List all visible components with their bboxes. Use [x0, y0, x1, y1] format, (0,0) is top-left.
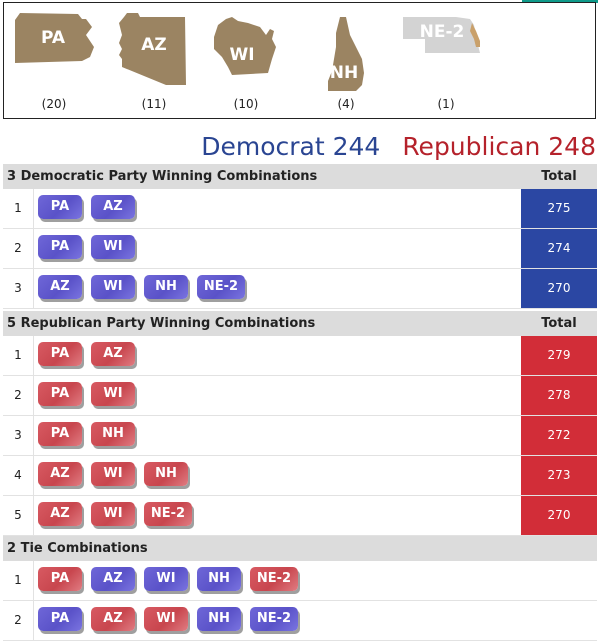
wisconsin-shape-icon — [214, 17, 276, 75]
state-chip-ne-2[interactable]: NE-2 — [250, 567, 298, 591]
state-electoral-votes: (4) — [337, 97, 355, 111]
state-chip-az[interactable]: AZ — [91, 607, 135, 631]
state-chip-pa[interactable]: PA — [38, 195, 82, 219]
state-ne-2[interactable]: NE-2 (1) — [398, 11, 498, 119]
state-chip-nh[interactable]: NH — [144, 275, 188, 299]
state-chip-pa[interactable]: PA — [38, 607, 82, 631]
new-hampshire-shape-icon — [328, 17, 364, 91]
state-chip-ne-2[interactable]: NE-2 — [197, 275, 245, 299]
state-chip-wi[interactable]: WI — [91, 502, 135, 526]
total-column-header: Total — [541, 169, 577, 184]
combination-total: 279 — [521, 336, 597, 375]
combination-row: 1 PA AZ 275 — [3, 189, 597, 229]
state-az[interactable]: AZ (11) — [110, 11, 210, 119]
combination-row: 1 PA AZ 279 — [3, 336, 597, 376]
row-number: 2 — [3, 376, 34, 415]
state-pa[interactable]: PA (20) — [12, 11, 112, 119]
row-number: 1 — [3, 336, 34, 375]
combination-total: 274 — [521, 229, 597, 268]
combination-row: 5 AZ WI NE-2 270 — [3, 496, 597, 536]
state-chip-nh[interactable]: NH — [197, 607, 241, 631]
section-title: 2 Tie Combinations — [7, 541, 148, 556]
state-nh[interactable]: NH (4) — [316, 11, 416, 119]
row-number: 2 — [3, 601, 34, 640]
state-chip-az[interactable]: AZ — [91, 567, 135, 591]
state-chip-wi[interactable]: WI — [144, 567, 188, 591]
state-chip-pa[interactable]: PA — [38, 382, 82, 406]
state-chip-az[interactable]: AZ — [91, 195, 135, 219]
republican-combinations-header: 5 Republican Party Winning Combinations … — [3, 311, 597, 336]
democrat-total: Democrat 244 — [201, 132, 381, 161]
row-number: 4 — [3, 456, 34, 495]
state-abbr: NH — [329, 63, 359, 83]
combination-total: 270 — [521, 269, 597, 308]
state-abbr: PA — [40, 28, 66, 48]
state-chip-wi[interactable]: WI — [91, 275, 135, 299]
state-electoral-votes: (1) — [437, 97, 455, 111]
democratic-combinations-header: 3 Democratic Party Winning Combinations … — [3, 164, 597, 189]
state-abbr: WI — [229, 45, 255, 65]
total-column-header: Total — [541, 316, 577, 331]
state-wi[interactable]: WI (10) — [208, 11, 308, 119]
combination-total: 272 — [521, 416, 597, 455]
nebraska-shape-icon — [403, 17, 480, 53]
section-title: 5 Republican Party Winning Combinations — [7, 316, 316, 331]
pennsylvania-shape-icon — [15, 13, 94, 63]
state-chip-az[interactable]: AZ — [38, 462, 82, 486]
state-chip-pa[interactable]: PA — [38, 235, 82, 259]
combination-row: 4 AZ WI NH 273 — [3, 456, 597, 496]
state-chip-wi[interactable]: WI — [91, 462, 135, 486]
top-accent-bar — [522, 0, 598, 3]
state-abbr: AZ — [141, 35, 167, 55]
combination-row: 1 PA AZ WI NH NE-2 — [3, 561, 597, 601]
combination-row: 3 PA NH 272 — [3, 416, 597, 456]
combination-row: 2 PA AZ WI NH NE-2 — [3, 601, 597, 641]
row-number: 3 — [3, 269, 34, 308]
state-chip-pa[interactable]: PA — [38, 422, 82, 446]
row-number: 1 — [3, 561, 34, 600]
state-chip-pa[interactable]: PA — [38, 567, 82, 591]
state-chip-wi[interactable]: WI — [144, 607, 188, 631]
state-electoral-votes: (11) — [141, 97, 167, 111]
arizona-shape-icon — [119, 13, 186, 85]
state-chip-nh[interactable]: NH — [91, 422, 135, 446]
state-chip-nh[interactable]: NH — [197, 567, 241, 591]
combination-total: 273 — [521, 456, 597, 495]
combination-row: 3 AZ WI NH NE-2 270 — [3, 269, 597, 309]
republican-total: Republican 248 — [402, 132, 596, 161]
row-number: 2 — [3, 229, 34, 268]
state-chip-wi[interactable]: WI — [91, 382, 135, 406]
state-chip-az[interactable]: AZ — [91, 342, 135, 366]
combination-row: 2 PA WI 278 — [3, 376, 597, 416]
tie-combinations-header: 2 Tie Combinations — [3, 536, 597, 561]
party-totals: Democrat 244 Republican 248 — [201, 132, 596, 161]
row-number: 3 — [3, 416, 34, 455]
state-chip-pa[interactable]: PA — [38, 342, 82, 366]
row-number: 1 — [3, 189, 34, 228]
state-chip-ne-2[interactable]: NE-2 — [144, 502, 192, 526]
combination-row: 2 PA WI 274 — [3, 229, 597, 269]
state-chip-ne-2[interactable]: NE-2 — [250, 607, 298, 631]
section-title: 3 Democratic Party Winning Combinations — [7, 169, 318, 184]
state-electoral-votes: (20) — [41, 97, 67, 111]
row-number: 5 — [3, 496, 34, 535]
state-chip-wi[interactable]: WI — [91, 235, 135, 259]
combination-total: 270 — [521, 496, 597, 535]
combination-total: 275 — [521, 189, 597, 228]
combination-total: 278 — [521, 376, 597, 415]
state-chip-az[interactable]: AZ — [38, 502, 82, 526]
state-chip-nh[interactable]: NH — [144, 462, 188, 486]
state-chip-az[interactable]: AZ — [38, 275, 82, 299]
contested-states-panel: PA (20) AZ (11) WI (10) NH (4) NE-2 (1) — [3, 2, 596, 119]
state-electoral-votes: (10) — [233, 97, 259, 111]
state-abbr: NE-2 — [419, 22, 465, 42]
